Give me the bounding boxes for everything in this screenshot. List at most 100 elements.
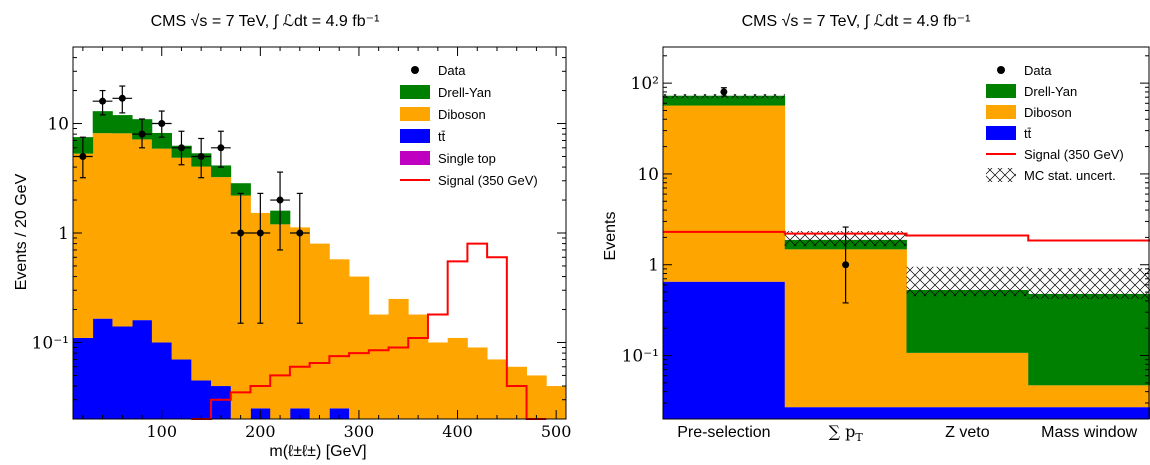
bar-diboson-12 (309, 243, 330, 419)
x-tick-label-200: 200 (245, 422, 276, 441)
data-point-4 (158, 120, 166, 128)
y-tick-label: 1 (58, 224, 69, 244)
bar-diboson-16 (388, 298, 409, 419)
bar-diboson-17 (408, 314, 429, 419)
bar-diboson-10 (270, 224, 291, 419)
y-tick-label: 1 (648, 256, 659, 276)
category-label-mass-window: Mass window (1041, 424, 1137, 441)
bar-drell_yan-3 (1028, 293, 1150, 386)
bar-ttbar-5 (171, 359, 192, 419)
legend-label-diboson: Diboson (1024, 105, 1072, 120)
legend-label-tt-: tt̄ (438, 129, 446, 144)
bar-diboson-2 (906, 352, 1029, 408)
bar-diboson-2 (112, 133, 133, 327)
data-point-1 (99, 97, 107, 105)
bar-diboson-24 (546, 386, 567, 419)
left-legend: Data Drell-Yan Diboson tt̄ Single top Signal … (400, 63, 538, 188)
legend-swatch-diboson (986, 105, 1016, 119)
bar-drell_yan-2 (112, 115, 133, 134)
bar-ttbar-7 (211, 386, 232, 419)
bar-drell_yan-7 (211, 165, 232, 178)
bar-diboson-3 (1028, 385, 1150, 408)
data-point-1 (842, 261, 850, 269)
bar-diboson-4 (151, 148, 172, 343)
signal-350-line (191, 242, 547, 420)
bar-diboson-6 (191, 166, 212, 381)
y-tick-label: 10⁻¹ (32, 333, 69, 353)
left-chart-title: CMS √s = 7 TeV, ∫ ℒdt = 4.9 fb⁻¹ (151, 13, 380, 30)
right-legend: Data Drell-Yan Diboson tt̄ Signal (350 GeV) M… (986, 63, 1124, 183)
data-point-6 (197, 152, 205, 160)
x-tick-label-100: 100 (146, 422, 177, 441)
selection-steps-panel: CMS √s = 7 TeV, ∫ ℒdt = 4.9 fb⁻¹ Pre-sel… (602, 13, 1150, 444)
bar-ttbar-1 (92, 318, 113, 419)
bar-diboson-0 (663, 105, 786, 282)
bar-diboson-13 (329, 259, 350, 409)
bar-ttbar-0 (663, 281, 786, 419)
legend-swatch-single-top (400, 151, 430, 165)
bar-diboson-19 (447, 337, 468, 419)
signal-350-line (663, 230, 1150, 242)
data-point-11 (296, 229, 304, 237)
legend-swatch-diboson (400, 107, 430, 121)
bar-ttbar-3 (132, 320, 153, 419)
x-tick-label-500: 500 (541, 422, 572, 441)
category-label-sum-pt: ∑ pT (829, 422, 864, 444)
bar-diboson-3 (132, 139, 153, 321)
bar-diboson-20 (467, 347, 488, 419)
category-label-z-veto: Z veto (945, 424, 990, 441)
bar-diboson-7 (211, 177, 232, 387)
left-y-axis-label: Events / 20 GeV (13, 173, 30, 290)
data-point-3 (138, 130, 146, 138)
legend-label-signal-350-gev-: Signal (350 GeV) (1024, 147, 1124, 162)
legend-label-data: Data (438, 63, 466, 78)
bar-ttbar-11 (289, 408, 311, 419)
left-x-axis-label: m(ℓ±ℓ±) [GeV] (269, 443, 366, 460)
y-tick-label: 10 (637, 165, 659, 185)
y-tick-label: 10⁻¹ (622, 347, 659, 367)
legend-label-drell-yan: Drell-Yan (438, 85, 491, 100)
right-chart-title: CMS √s = 7 TeV, ∫ ℒdt = 4.9 fb⁻¹ (742, 13, 971, 30)
bar-ttbar-3 (1028, 407, 1150, 419)
data-point-9 (256, 229, 264, 237)
bar-diboson-23 (526, 375, 547, 419)
legend-label-signal-350-gev-: Signal (350 GeV) (438, 173, 538, 188)
bar-drell_yan-0 (663, 95, 786, 106)
bar-ttbar-0 (73, 337, 94, 419)
legend-marker-data (997, 66, 1005, 74)
legend-label-diboson: Diboson (438, 107, 486, 122)
bar-ttbar-2 (906, 407, 1029, 419)
data-point-0 (720, 88, 728, 96)
bar-diboson-18 (427, 342, 449, 419)
category-label-pre-selection: Pre-selection (677, 424, 770, 441)
legend-hatch-mc-stat-uncert- (986, 168, 1016, 182)
bar-drell_yan-4 (151, 132, 172, 149)
data-point-10 (276, 196, 284, 204)
bar-diboson-14 (349, 276, 370, 419)
legend-swatch-drell-yan (400, 85, 430, 99)
legend-label-data: Data (1024, 63, 1052, 78)
legend-label-drell-yan: Drell-Yan (1024, 84, 1077, 99)
left-plot-area: 100 200 300 400 500 10⁻¹ 1 10 (32, 46, 572, 441)
data-point-8 (237, 229, 245, 237)
mc-uncertainty-2 (906, 266, 1029, 297)
mass-distribution-panel: CMS √s = 7 TeV, ∫ ℒdt = 4.9 fb⁻¹ 100 200 3… (13, 13, 571, 460)
bar-diboson-1 (92, 133, 113, 319)
legend-swatch-drell-yan (986, 84, 1016, 98)
data-point-0 (79, 152, 87, 160)
legend-swatch-tt- (400, 129, 430, 143)
bar-ttbar-13 (329, 408, 350, 419)
data-point-5 (177, 144, 185, 152)
bar-diboson-5 (171, 157, 192, 360)
bar-drell_yan-2 (906, 289, 1029, 353)
bar-ttbar-4 (151, 342, 172, 419)
legend-label-mc-stat-uncert-: MC stat. uncert. (1024, 168, 1116, 183)
right-plot-area: Pre-selection ∑ pT Z veto Mass window 10⁻¹ 1 1… (622, 46, 1150, 444)
bar-diboson-0 (73, 153, 94, 338)
x-tick-label-300: 300 (344, 422, 375, 441)
legend-marker-data (411, 66, 419, 74)
bar-drell_yan-1 (92, 111, 113, 134)
mc-uncertainty-3 (1028, 268, 1150, 299)
data-point-2 (118, 94, 126, 102)
